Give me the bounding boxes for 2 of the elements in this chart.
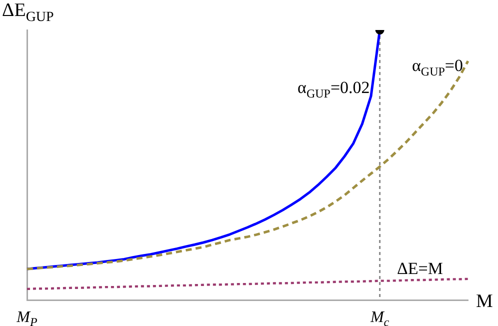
x-axis-title: M (476, 291, 493, 312)
series-label: ΔE=M (396, 258, 444, 278)
